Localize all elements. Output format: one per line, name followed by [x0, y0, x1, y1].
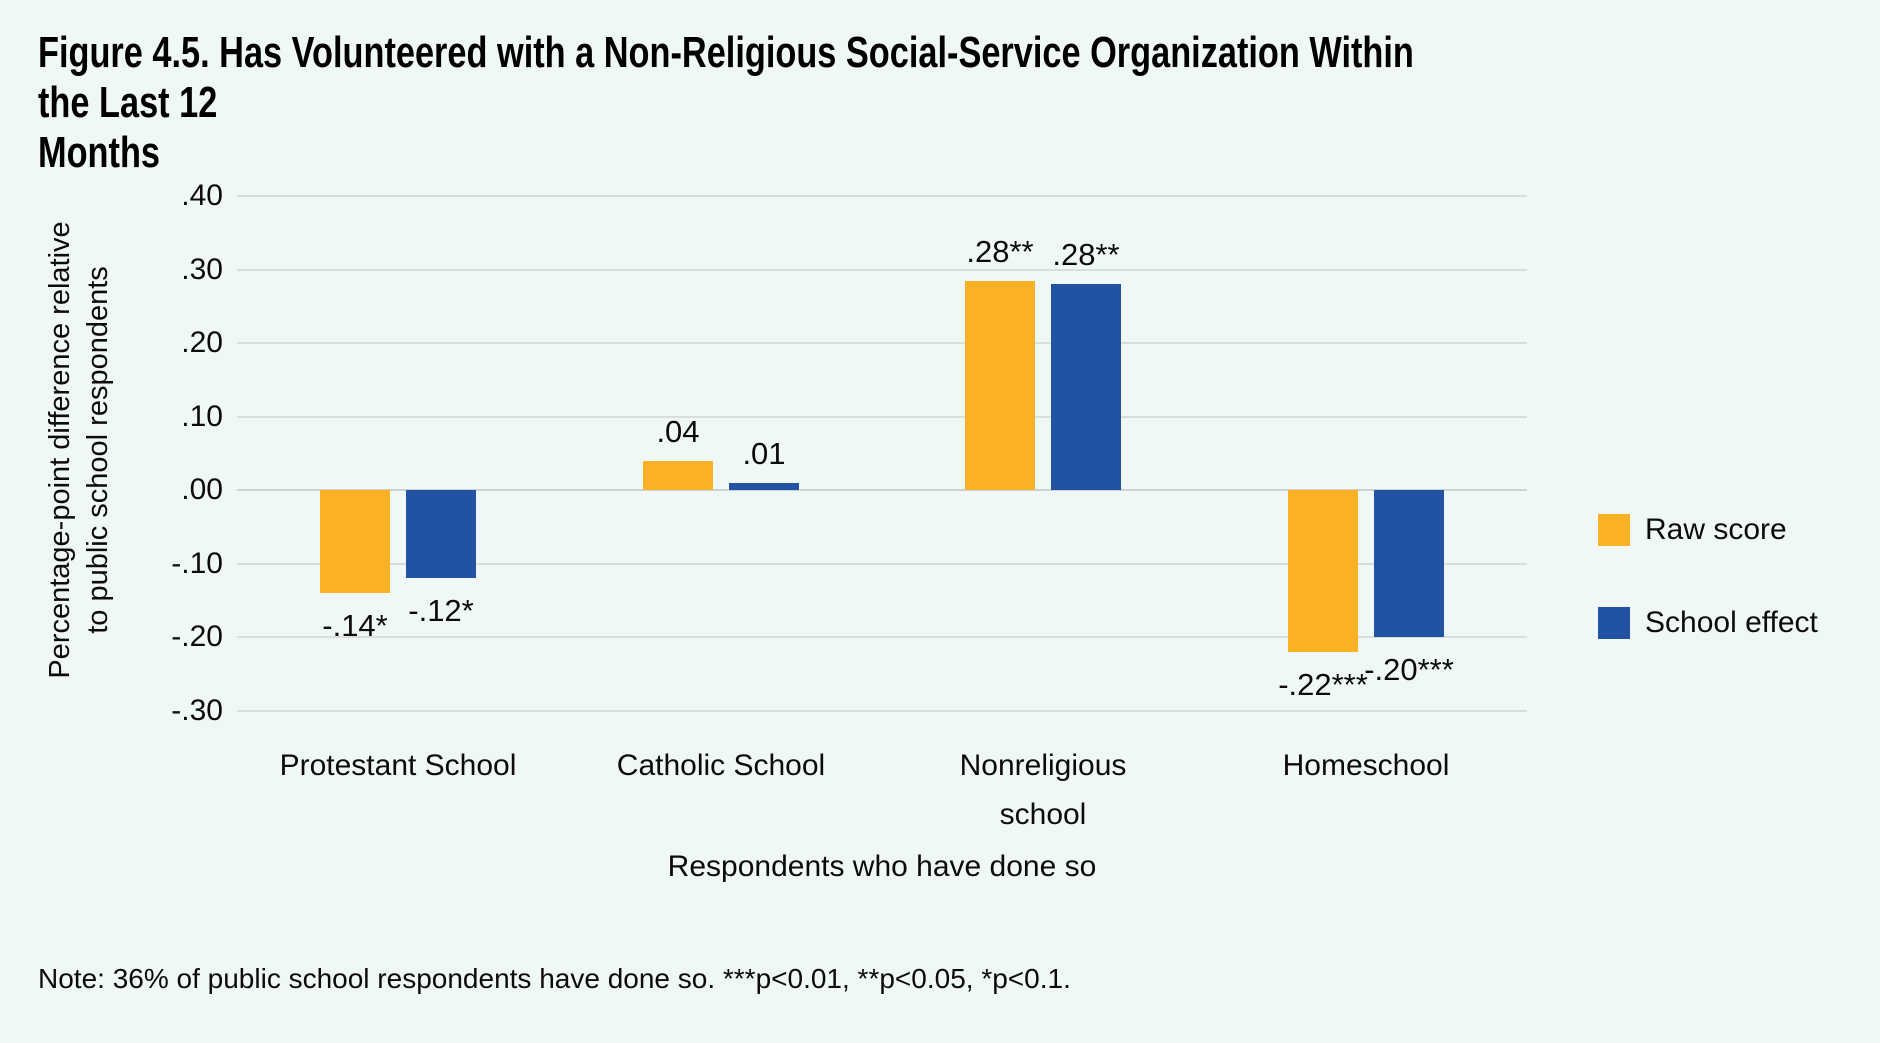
value-label-school-effect-homeschool: -.20***	[1364, 652, 1454, 687]
legend-label: Raw score	[1645, 513, 1787, 546]
x-axis-title: Respondents who have done so	[667, 850, 1097, 883]
y-tick-label: -.20	[171, 620, 223, 653]
legend-swatch-school-effect	[1598, 607, 1630, 639]
y-tick-label: .10	[181, 399, 223, 433]
gridline	[237, 195, 1527, 197]
value-label-raw-score-catholic-school: .04	[656, 413, 700, 449]
bar-raw-score-catholic-school	[643, 460, 713, 490]
bar-school-effect-homeschool	[1374, 490, 1444, 637]
y-tick-label: .40	[181, 179, 223, 212]
y-tick-label: -.30	[171, 693, 223, 727]
gridline	[237, 268, 1527, 271]
gridline	[237, 342, 1527, 344]
legend-swatch-raw-score	[1598, 514, 1630, 546]
y-tick-label: .30	[181, 252, 223, 286]
bar-school-effect-nonreligious-school	[1051, 284, 1121, 490]
bar-raw-score-nonreligious-school	[965, 280, 1035, 490]
gridline	[237, 636, 1527, 638]
value-label-school-effect-catholic-school: .01	[742, 435, 786, 471]
bar-raw-score-homeschool	[1288, 490, 1358, 652]
x-tick-label-homeschool: Homeschool	[1282, 749, 1450, 782]
y-tick-label: .00	[181, 473, 223, 506]
bar-school-effect-protestant-school	[406, 490, 476, 579]
value-label-school-effect-nonreligious-school: .28**	[1052, 237, 1120, 273]
y-tick-label: -.10	[171, 546, 223, 580]
legend-item-school-effect: School effect	[1598, 605, 1818, 641]
legend-label: School effect	[1645, 606, 1818, 639]
value-label-raw-score-homeschool: -.22***	[1278, 666, 1368, 702]
y-tick-label: .20	[181, 326, 223, 359]
value-label-school-effect-protestant-school: -.12*	[408, 593, 474, 629]
x-tick-label-nonreligious-school: Nonreligious school	[959, 749, 1127, 831]
gridline	[237, 709, 1527, 712]
figure-title: Figure 4.5. Has Volunteered with a Non-R…	[38, 28, 1414, 177]
bar-school-effect-catholic-school	[729, 482, 799, 490]
value-label-raw-score-nonreligious-school: .28**	[966, 233, 1034, 269]
value-label-raw-score-protestant-school: -.14*	[322, 607, 388, 643]
note-text: Note: 36% of public school respondents h…	[38, 963, 1071, 994]
x-tick-label-protestant-school: Protestant School	[279, 749, 517, 782]
gridline	[237, 415, 1527, 418]
bar-raw-score-protestant-school	[320, 490, 390, 593]
legend-item-raw-score: Raw score	[1598, 512, 1787, 548]
zero-gridline	[237, 489, 1527, 491]
gridline	[237, 562, 1527, 565]
x-tick-label-catholic-school: Catholic School	[616, 749, 826, 782]
